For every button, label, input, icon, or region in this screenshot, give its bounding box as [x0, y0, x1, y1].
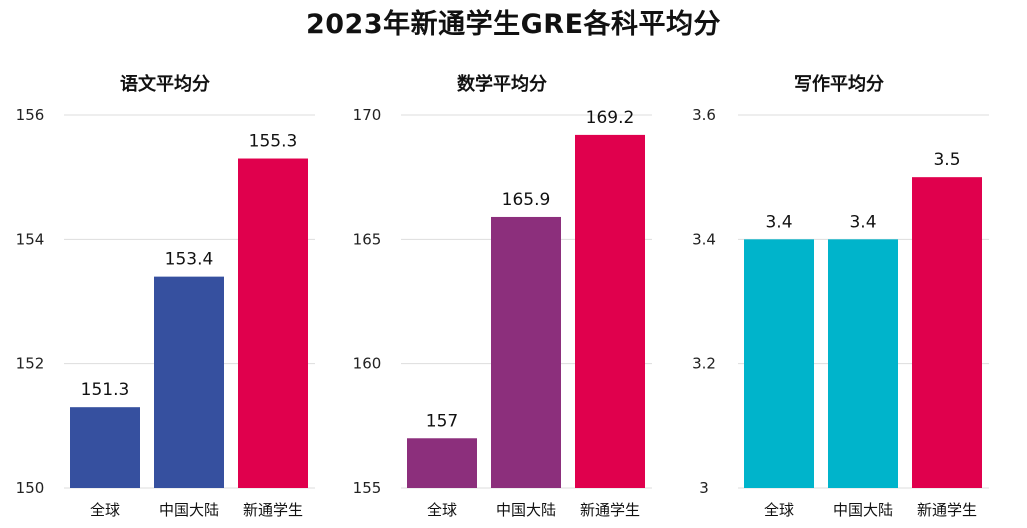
y-tick-label: 154	[16, 230, 45, 248]
x-tick-label: 新通学生	[243, 501, 303, 519]
bar	[70, 407, 140, 488]
x-tick-label: 中国大陆	[159, 501, 219, 519]
bar	[828, 239, 898, 488]
y-tick-label: 165	[353, 230, 382, 248]
x-tick-label: 全球	[90, 501, 120, 519]
bar-chart-writing: 3 3.2 3.4 3.6 3.4 全球 3.4 中国大陆 3.5 新通学生	[692, 106, 989, 519]
chart-panel-verbal: 语文平均分 150 152 154 156 151.3 全球 153.4 中国大陆 155.3 新…	[0, 0, 330, 528]
bar	[491, 216, 561, 488]
bar	[154, 276, 224, 488]
chart-panel-writing: 写作平均分 3 3.2 3.4 3.6 3.4 全球 3.4 中国大陆 3.5 新通学生	[674, 0, 1004, 528]
bar	[238, 158, 308, 488]
bar	[575, 134, 645, 489]
y-tick-label: 156	[16, 106, 45, 124]
bar	[407, 438, 477, 488]
data-label: 157	[426, 411, 458, 431]
y-tick-label: 152	[16, 355, 45, 373]
data-label: 153.4	[165, 250, 214, 270]
y-tick-label: 155	[353, 479, 382, 497]
panel-title: 写作平均分	[794, 74, 884, 95]
bar	[744, 239, 814, 488]
chart-main-title: 2023年新通学生GRE各科平均分	[305, 9, 722, 40]
y-tick-label: 3.2	[692, 355, 716, 373]
y-tick-label: 3.6	[692, 106, 716, 124]
bar	[912, 177, 982, 488]
data-label: 3.4	[849, 212, 876, 232]
data-label: 3.5	[933, 150, 960, 170]
x-tick-label: 新通学生	[580, 501, 640, 519]
y-tick-label: 3.4	[692, 230, 716, 248]
x-tick-label: 全球	[427, 501, 457, 519]
y-tick-label: 3	[699, 479, 709, 497]
panel-title: 数学平均分	[457, 74, 547, 95]
panel-title: 语文平均分	[120, 74, 210, 95]
chart-panel-quant: 数学平均分 155 160 165 170 157 全球 165.9 中国大陆 169.2 新通学…	[337, 0, 667, 528]
x-tick-label: 中国大陆	[496, 501, 556, 519]
y-tick-label: 170	[353, 106, 382, 124]
bar-chart-verbal: 150 152 154 156 151.3 全球 153.4 中国大陆 155.3 新通学生	[16, 106, 315, 519]
data-label: 3.4	[765, 212, 792, 232]
x-tick-label: 中国大陆	[833, 501, 893, 519]
data-label: 155.3	[249, 132, 298, 152]
y-tick-label: 150	[16, 479, 45, 497]
x-tick-label: 全球	[764, 501, 794, 519]
data-label: 165.9	[502, 190, 551, 210]
bar-chart-quant: 155 160 165 170 157 全球 165.9 中国大陆 169.2 新通学生	[353, 106, 652, 519]
y-tick-label: 160	[353, 355, 382, 373]
data-label: 169.2	[586, 108, 635, 128]
data-label: 151.3	[81, 380, 130, 400]
x-tick-label: 新通学生	[917, 501, 977, 519]
